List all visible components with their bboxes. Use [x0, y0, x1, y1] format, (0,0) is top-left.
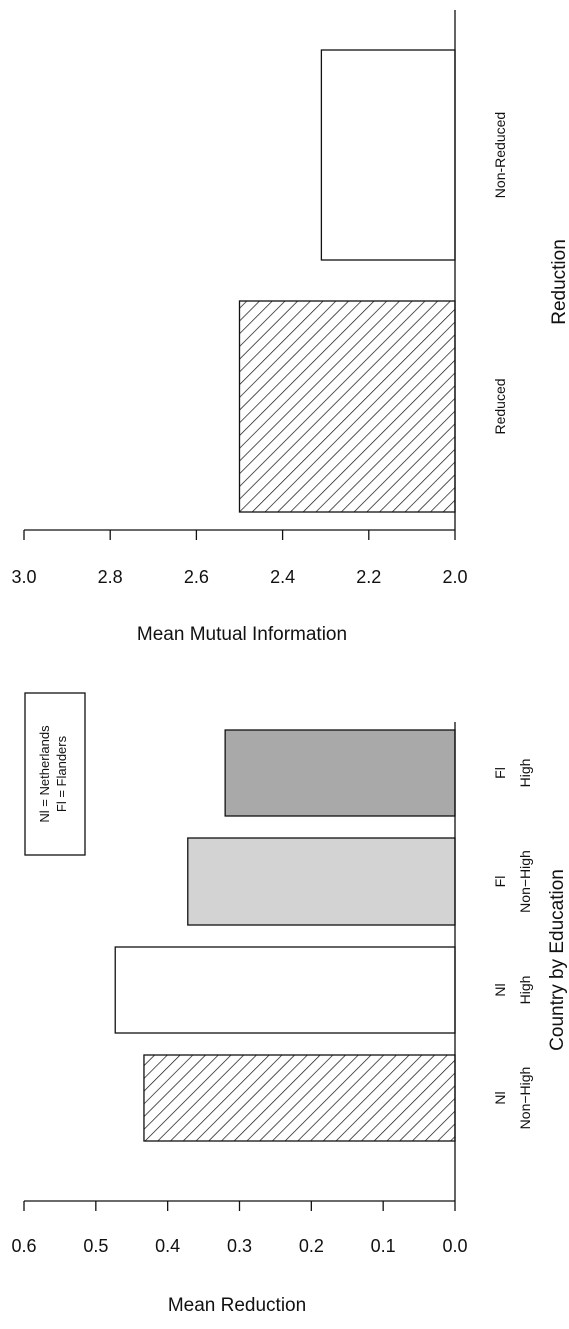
tick-label: 3.0 — [11, 567, 36, 587]
tick-label: 0.0 — [442, 1236, 467, 1256]
category-sublabel: High — [517, 759, 533, 788]
bar — [224, 729, 456, 817]
legend-entry-flanders: Fl = Flanders — [54, 735, 69, 812]
tick-label: 0.6 — [11, 1236, 36, 1256]
x-axis: 3.0 2.8 2.6 2.4 2.2 2.0 — [11, 10, 468, 587]
tick-label: 0.1 — [371, 1236, 396, 1256]
mean-reduction-chart: Nl = Netherlands Fl = Flanders 0.6 0.5 0.4… — [11, 692, 568, 1316]
category-label: Reduced — [492, 378, 508, 434]
tick-label: 2.0 — [442, 567, 467, 587]
category-label: Nl — [492, 983, 508, 996]
tick-label: 2.4 — [270, 567, 295, 587]
tick-label: 0.4 — [155, 1236, 180, 1256]
tick-label: 0.5 — [83, 1236, 108, 1256]
tick-label: 2.2 — [356, 567, 381, 587]
mutual-information-chart: 3.0 2.8 2.6 2.4 2.2 2.0 Reduced Non-Reduced Me… — [11, 10, 569, 645]
tick-label: 0.2 — [299, 1236, 324, 1256]
category-label: Nl — [492, 1091, 508, 1104]
tick-label: 0.3 — [227, 1236, 252, 1256]
bar — [143, 1054, 456, 1142]
legend-entry-netherlands: Nl = Netherlands — [37, 725, 52, 823]
bar — [187, 837, 456, 926]
legend: Nl = Netherlands Fl = Flanders — [24, 692, 86, 856]
category-label: Non-Reduced — [492, 112, 508, 198]
y-axis-title: Country by Education — [547, 869, 568, 1051]
x-axis: 0.6 0.5 0.4 0.3 0.2 0.1 0.0 — [11, 722, 468, 1256]
tick-label: 2.8 — [98, 567, 123, 587]
bar — [320, 49, 456, 261]
category-sublabel: Non−High — [517, 850, 533, 913]
tick-label: 2.6 — [184, 567, 209, 587]
y-axis-title: Reduction — [549, 239, 569, 325]
x-axis-title: Mean Mutual Information — [137, 624, 347, 645]
category-sublabel: Non−High — [517, 1067, 533, 1130]
bar — [238, 300, 456, 513]
category-sublabel: High — [517, 976, 533, 1005]
x-axis-title: Mean Reduction — [168, 1295, 306, 1316]
legend-box — [24, 692, 86, 856]
category-label: Fl — [492, 767, 508, 779]
bar — [114, 946, 456, 1034]
category-label: Fl — [492, 876, 508, 888]
